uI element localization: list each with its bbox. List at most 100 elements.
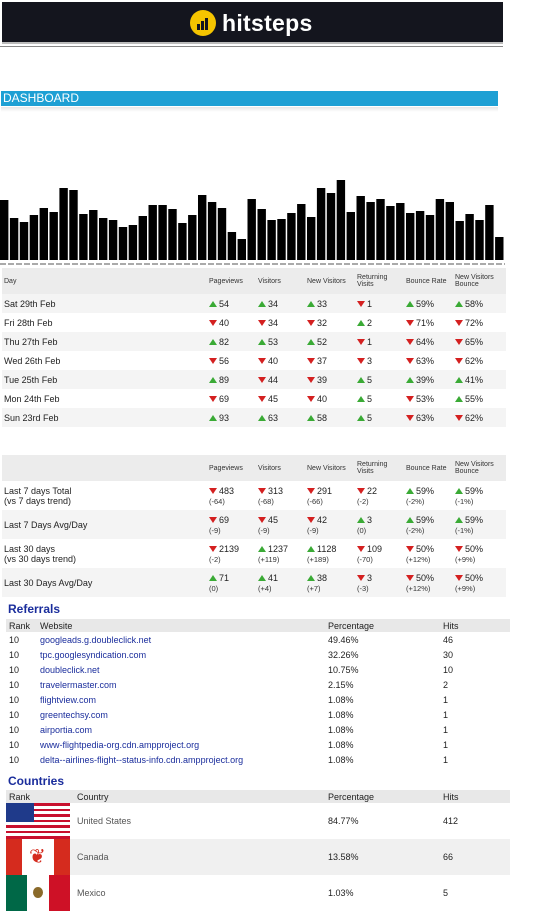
ca-flag-icon: ❦ (6, 839, 70, 875)
traffic-bar-chart (0, 180, 505, 265)
daily-header-cell: Bounce Rate (404, 268, 453, 294)
traffic-bar (118, 227, 128, 260)
traffic-bar (237, 239, 246, 260)
referral-link[interactable]: www-flightpedia-org.cdn.ampproject.org (40, 739, 200, 750)
traffic-bar (207, 202, 217, 260)
country-name: Mexico (77, 888, 106, 898)
traffic-bar (79, 214, 88, 260)
traffic-bar (386, 206, 395, 260)
header-divider (0, 46, 503, 47)
referral-link[interactable]: delta--airlines-flight--status-info.cdn.… (40, 754, 244, 765)
summary-header-cell: Returning Visits (355, 455, 404, 481)
up-arrow-icon (455, 488, 463, 495)
country-percentage: 1.03% (328, 888, 354, 898)
referrals-header-cell: Percentage (325, 619, 440, 632)
mx-flag-icon (6, 875, 70, 911)
referral-link[interactable]: doubleclick.net (40, 664, 100, 675)
up-arrow-icon (455, 396, 463, 403)
day-label: Wed 26th Feb (2, 351, 207, 370)
summary-stats-table: Pageviews Visitors New Visitors Returning V… (2, 455, 506, 597)
traffic-bar (267, 220, 276, 260)
referral-link[interactable]: travelermaster.com (40, 679, 117, 690)
summary-metric-cell: 2139 (-2) (207, 539, 256, 568)
summary-metric-cell-value: 38 (317, 572, 328, 583)
summary-metric-cell: 50% (+9%) (453, 539, 506, 568)
referral-site: travelermaster.com (37, 677, 325, 692)
metric-cell-value: 33 (317, 298, 328, 309)
down-arrow-icon (258, 517, 266, 524)
summary-metric-cell: 291 (-66) (305, 481, 355, 510)
metric-cell-value: 82 (219, 336, 230, 347)
up-arrow-icon (455, 517, 463, 524)
referral-row: 10 doubleclick.net 10.75% 10 (6, 662, 510, 677)
countries-header-cell: Percentage (325, 790, 440, 803)
traffic-bar (376, 199, 385, 260)
traffic-bar (49, 212, 58, 260)
summary-row: Last 30 Days Avg/Day 71 (0) 41 (+4) 38 (+7) 3 (-… (2, 568, 506, 597)
hitsteps-logo[interactable]: hitsteps (190, 8, 313, 38)
traffic-bar (287, 213, 296, 260)
up-arrow-icon (209, 301, 217, 308)
referral-link[interactable]: tpc.googlesyndication.com (40, 649, 147, 660)
traffic-bar (297, 204, 306, 260)
up-arrow-icon (455, 301, 463, 308)
summary-metric-cell-value: 3 (367, 514, 373, 525)
traffic-bar (396, 203, 405, 260)
daily-header-cell: Pageviews (207, 268, 256, 294)
referral-link[interactable]: flightview.com (40, 694, 97, 705)
summary-metric-cell-change: (+189) (307, 554, 329, 564)
metric-cell: 93 (207, 408, 256, 427)
metric-cell-value: 37 (317, 355, 328, 366)
traffic-bar (198, 195, 207, 260)
metric-cell-value: 62% (465, 412, 484, 423)
up-arrow-icon (406, 488, 414, 495)
summary-label-text: Last 30 days (4, 543, 56, 554)
up-arrow-icon (307, 339, 315, 346)
summary-label: Last 7 Days Avg/Day (2, 510, 207, 539)
metric-cell: 40 (305, 389, 355, 408)
metric-cell-value: 39% (416, 374, 435, 385)
referral-row: 10 www-flightpedia-org.cdn.ampproject.org… (6, 737, 510, 752)
down-arrow-icon (455, 546, 463, 553)
down-arrow-icon (307, 396, 315, 403)
country-percentage: 84.77% (328, 816, 359, 826)
summary-metric-cell: 59% (-2%) (404, 510, 453, 539)
summary-metric-cell-change: (-64) (209, 496, 225, 506)
referral-link[interactable]: greentechsy.com (40, 709, 108, 720)
metric-cell-value: 72% (465, 317, 484, 328)
referral-rank: 10 (9, 649, 20, 660)
referral-link[interactable]: airportia.com (40, 724, 93, 735)
metric-cell-value: 34 (268, 298, 279, 309)
metric-cell: 62% (453, 351, 506, 370)
metric-cell: 71% (404, 313, 453, 332)
summary-metric-cell-change: (-2%) (406, 525, 425, 535)
country-name: Canada (74, 839, 325, 875)
summary-metric-cell: 109 (-70) (355, 539, 404, 568)
referral-link[interactable]: googleads.g.doubleclick.net (40, 634, 152, 645)
down-arrow-icon (455, 575, 463, 582)
country-name: United States (77, 816, 132, 826)
metric-cell: 69 (207, 389, 256, 408)
referral-row: 10 greentechsy.com 1.08% 1 (6, 707, 510, 722)
up-arrow-icon (258, 415, 266, 422)
up-arrow-icon (357, 377, 365, 384)
traffic-bar (158, 205, 167, 260)
summary-label-text: Last 30 Days Avg/Day (4, 577, 93, 588)
day-label: Fri 28th Feb (2, 313, 207, 332)
referral-rank: 10 (9, 754, 20, 765)
summary-header-cell: New Visitors (305, 455, 355, 481)
summary-metric-cell-value: 50% (416, 572, 435, 583)
metric-cell: 41% (453, 370, 506, 389)
traffic-bar (455, 221, 464, 260)
referral-hits: 1 (443, 709, 449, 720)
daily-header-cell: Returning Visits (355, 268, 404, 294)
daily-header-cell: New Visitors Bounce (453, 268, 506, 294)
traffic-bar (59, 188, 68, 260)
metric-cell: 82 (207, 332, 256, 351)
down-arrow-icon (406, 546, 414, 553)
traffic-bar (307, 217, 316, 260)
day-label: Tue 25th Feb (2, 370, 207, 389)
up-arrow-icon (357, 320, 365, 327)
metric-cell: 65% (453, 332, 506, 351)
traffic-bar (128, 225, 138, 260)
